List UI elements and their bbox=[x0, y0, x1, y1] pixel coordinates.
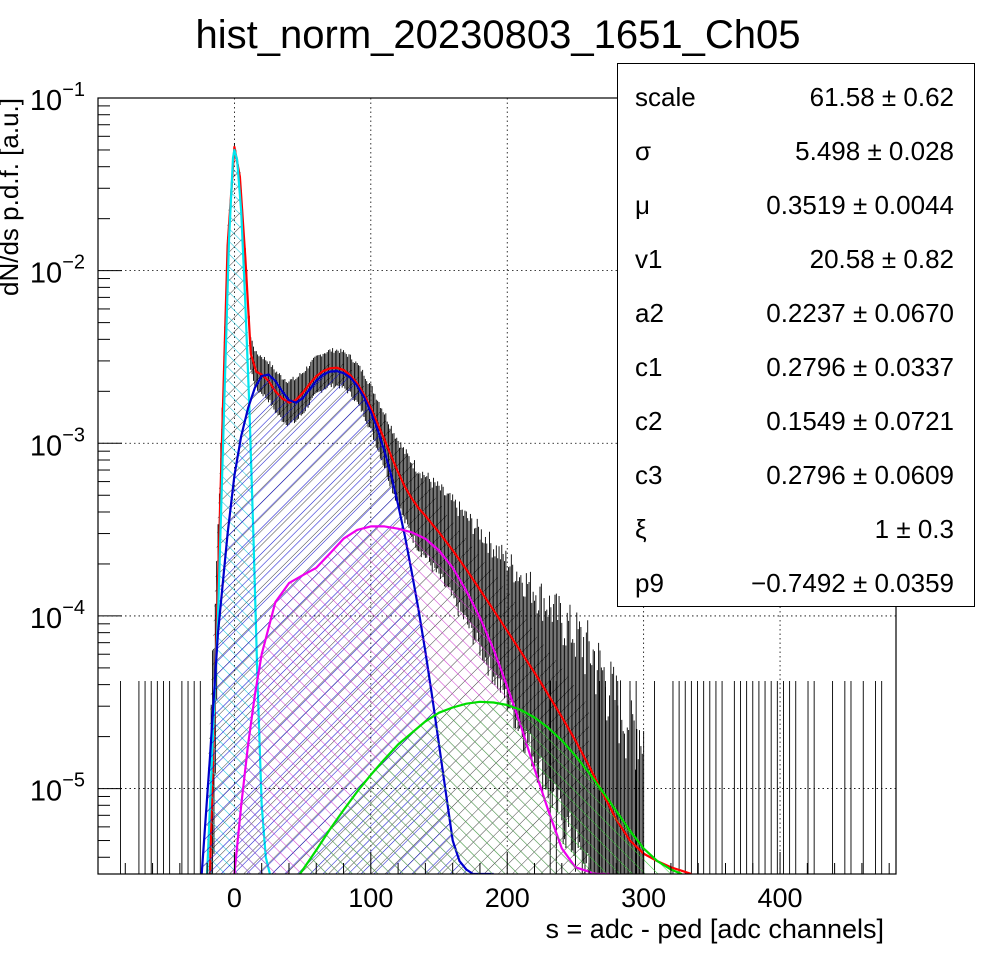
stat-value: 0.2796 ± 0.0337 bbox=[766, 352, 954, 382]
y-tick-label: 10−3 bbox=[30, 424, 85, 462]
stat-name: a2 bbox=[635, 298, 664, 328]
stat-value: 61.58 ± 0.62 bbox=[809, 82, 954, 112]
stat-name: v1 bbox=[635, 244, 663, 274]
stat-row: p9 −0.7492 ± 0.0359 bbox=[618, 556, 974, 610]
stat-value: 0.2796 ± 0.0609 bbox=[766, 460, 954, 490]
chart-title: hist_norm_20230803_1651_Ch05 bbox=[196, 13, 801, 57]
stat-name: p9 bbox=[635, 568, 664, 598]
stat-row: ξ 1 ± 0.3 bbox=[618, 502, 974, 556]
stat-row: a2 0.2237 ± 0.0670 bbox=[618, 286, 974, 340]
series-curve-4 bbox=[298, 700, 683, 874]
x-axis-label: s = adc - ped [adc channels] bbox=[546, 914, 884, 944]
fit-stats-box: scale 61.58 ± 0.62 σ 5.498 ± 0.028 μ 0.3519 ±… bbox=[617, 63, 975, 607]
stat-row: σ 5.498 ± 0.028 bbox=[618, 124, 974, 178]
stat-name: μ bbox=[635, 190, 650, 220]
stat-name: σ bbox=[635, 136, 652, 166]
stat-value: 20.58 ± 0.82 bbox=[809, 244, 954, 274]
series-hatch-4 bbox=[299, 701, 682, 874]
y-tick-label: 10−4 bbox=[30, 597, 85, 635]
stat-value: 5.498 ± 0.028 bbox=[795, 136, 954, 166]
stat-row: c2 0.1549 ± 0.0721 bbox=[618, 394, 974, 448]
plot-area bbox=[98, 98, 896, 874]
stat-name: ξ bbox=[635, 514, 647, 544]
stat-name: scale bbox=[635, 82, 696, 112]
x-tick-label: 0 bbox=[227, 883, 242, 913]
x-tick-label: 100 bbox=[348, 883, 393, 913]
y-tick-label: 10−2 bbox=[30, 252, 85, 290]
stat-value: 1 ± 0.3 bbox=[874, 514, 954, 544]
stat-value: 0.1549 ± 0.0721 bbox=[766, 406, 954, 436]
x-tick-label: 300 bbox=[621, 883, 666, 913]
x-tick-label: 400 bbox=[758, 883, 803, 913]
stat-row: c1 0.2796 ± 0.0337 bbox=[618, 340, 974, 394]
y-tick-label: 10−5 bbox=[30, 770, 85, 808]
stat-row: μ 0.3519 ± 0.0044 bbox=[618, 178, 974, 232]
stat-value: 0.3519 ± 0.0044 bbox=[766, 190, 954, 220]
stat-name: c1 bbox=[635, 352, 663, 382]
y-tick-label: 10−1 bbox=[30, 79, 85, 117]
stat-value: −0.7492 ± 0.0359 bbox=[751, 568, 954, 598]
stat-name: c2 bbox=[635, 406, 663, 436]
stat-row: scale 61.58 ± 0.62 bbox=[618, 70, 974, 124]
x-tick-label: 200 bbox=[485, 883, 530, 913]
stat-value: 0.2237 ± 0.0670 bbox=[766, 298, 954, 328]
stat-row: v1 20.58 ± 0.82 bbox=[618, 232, 974, 286]
stat-row: c3 0.2796 ± 0.0609 bbox=[618, 448, 974, 502]
stat-name: c3 bbox=[635, 460, 663, 490]
y-axis-label: dN/ds p.d.f. [a.u.] bbox=[0, 98, 24, 296]
